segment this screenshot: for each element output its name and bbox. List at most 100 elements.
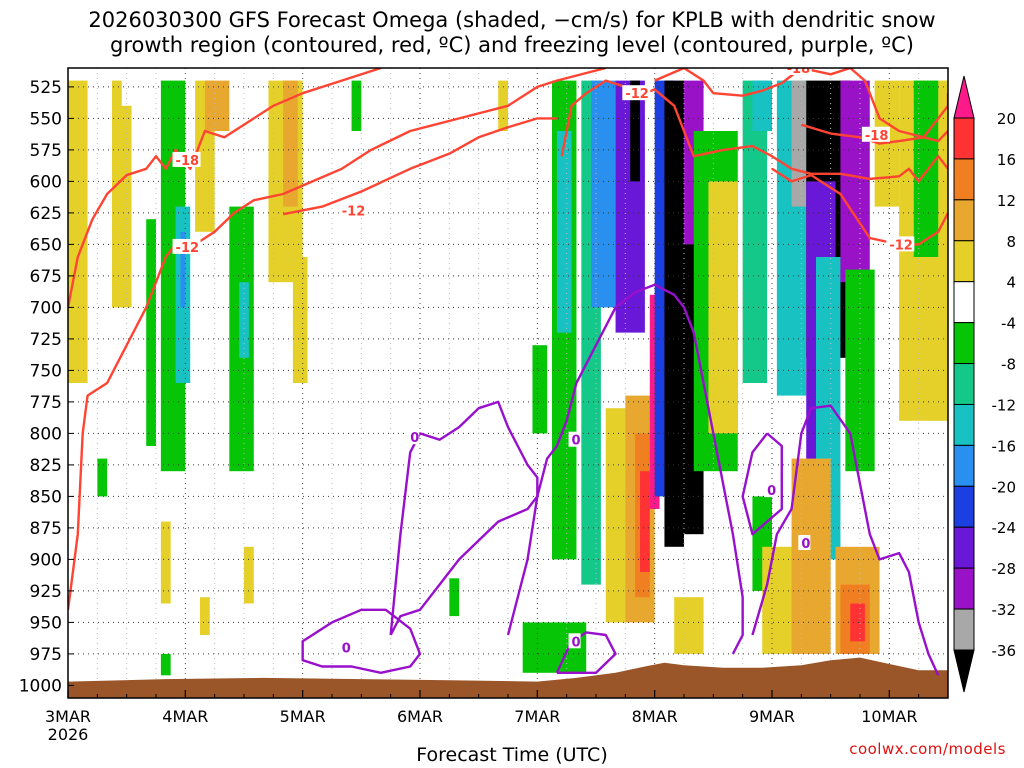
y-tick-label: 875 [30, 519, 62, 539]
purple-contour-label: 0 [572, 635, 581, 650]
red-contour-label-bg [622, 85, 651, 101]
colorbar-label: 8 [1006, 233, 1016, 251]
omega-cell [556, 131, 572, 333]
y-tick-label: 550 [30, 109, 62, 129]
chart-title-line-2: growth region (contoured, red, ºC) and f… [110, 33, 914, 57]
colorbar-swatch [953, 403, 975, 446]
colorbar-swatch [953, 240, 975, 283]
colorbar-label: -8 [1001, 356, 1016, 374]
purple-contour-line [741, 432, 783, 536]
omega-cell [850, 603, 865, 642]
colorbar-swatch [953, 322, 975, 365]
y-tick-label: 675 [30, 267, 62, 287]
red-contour-label: -12 [342, 204, 366, 219]
omega-shading [68, 80, 948, 676]
colorbar-swatch [953, 363, 975, 405]
omega-cell [244, 546, 254, 604]
red-contour-line [800, 93, 948, 145]
omega-cell [68, 80, 88, 383]
omega-cell [640, 471, 650, 572]
y-tick-label: 950 [30, 613, 62, 633]
omega-cell [762, 546, 797, 654]
omega-cell [449, 578, 460, 617]
colorbar-label: 20 [997, 110, 1016, 128]
omega-cell [292, 257, 308, 383]
red-contour-line [654, 68, 948, 143]
omega-cell [239, 282, 249, 358]
chart-title-line-1: 2026030300 GFS Forecast Omega (shaded, −… [88, 8, 936, 32]
purple-contour-label: 0 [342, 642, 351, 657]
y-tick-label: 825 [30, 456, 62, 476]
omega-cell [160, 653, 171, 676]
y-axis: 525 550 575 600 625 650 675 700 725 750 775 800 825 8… [19, 78, 74, 696]
omega-cell [674, 597, 704, 654]
omega-cell [112, 105, 132, 308]
colorbar-top-arrow [953, 75, 975, 119]
omega-cell [160, 521, 171, 604]
omega-cell [204, 80, 230, 131]
omega-cell [913, 80, 939, 257]
omega-cell [630, 80, 640, 182]
colorbar-label: 4 [1006, 274, 1016, 292]
colorbar-swatch [953, 444, 975, 487]
red-contour-label: -12 [625, 87, 649, 102]
y-tick-label: 725 [30, 330, 62, 350]
omega-cell [845, 269, 875, 472]
y-tick-label: 750 [30, 361, 62, 381]
colorbar-swatch [953, 526, 975, 569]
omega-cell [840, 80, 870, 283]
colorbar-swatch [953, 117, 975, 160]
red-contour-label-bg [172, 151, 201, 167]
x-tick-label: 7MAR [514, 707, 560, 726]
omega-cell [591, 80, 616, 308]
purple-contour-label-bg [568, 633, 581, 649]
purple-contour-label-bg [407, 429, 420, 445]
y-tick-label: 1000 [19, 676, 62, 696]
red-contour-label: -18 [787, 62, 811, 77]
colorbar-label: -28 [992, 560, 1017, 578]
red-contour-line [282, 117, 557, 216]
colorbar-label: -32 [992, 601, 1017, 619]
omega-cell [283, 80, 298, 207]
purple-contour-line [301, 608, 422, 674]
y-tick-label: 650 [30, 235, 62, 255]
colorbar-bottom-arrow [953, 649, 975, 693]
purple-contour-label-bg [568, 431, 581, 447]
omega-cell [791, 458, 831, 654]
y-tick-label: 975 [30, 645, 62, 665]
red-contour-label: -12 [889, 238, 913, 253]
red-contour-label-bg [861, 126, 890, 142]
red-contour-label-bg [886, 236, 915, 252]
omega-cell [649, 294, 660, 509]
y-tick-label: 525 [30, 78, 62, 98]
x-tick-label: 4MAR [162, 707, 208, 726]
red-contour-label-bg [783, 68, 812, 75]
gridlines [68, 68, 948, 698]
x-tick-label: 6MAR [397, 707, 443, 726]
omega-cell [791, 80, 807, 207]
omega-cell [97, 458, 108, 497]
colorbar-swatch [953, 485, 975, 528]
credit-text: coolwx.com/models [849, 740, 1006, 758]
y-tick-label: 800 [30, 424, 62, 444]
purple-contour-line [506, 283, 744, 655]
y-tick-label: 600 [30, 172, 62, 192]
colorbar: 20 16 12 8 4 -4 -8 -12 -16 -20 -24 -28 -32 -36 [953, 75, 1017, 693]
omega-cell [146, 219, 156, 446]
y-tick-label: 900 [30, 550, 62, 570]
y-tick-label: 575 [30, 141, 62, 161]
y-tick-label: 700 [30, 298, 62, 318]
red-contour-label: -18 [176, 154, 200, 169]
purple-contour-label: 0 [767, 484, 776, 499]
colorbar-swatch [953, 281, 975, 324]
omega-cell [498, 80, 508, 131]
red-contour-label-bg [338, 202, 367, 218]
purple-contour-line [751, 404, 940, 676]
red-contours: -18 -12 -12 -12 -18 -12 -18 [68, 62, 948, 610]
colorbar-label: -36 [992, 642, 1017, 660]
colorbar-label: 16 [997, 151, 1016, 169]
colorbar-swatch [953, 199, 975, 242]
omega-cell [752, 80, 772, 131]
red-contour-line [68, 68, 382, 308]
